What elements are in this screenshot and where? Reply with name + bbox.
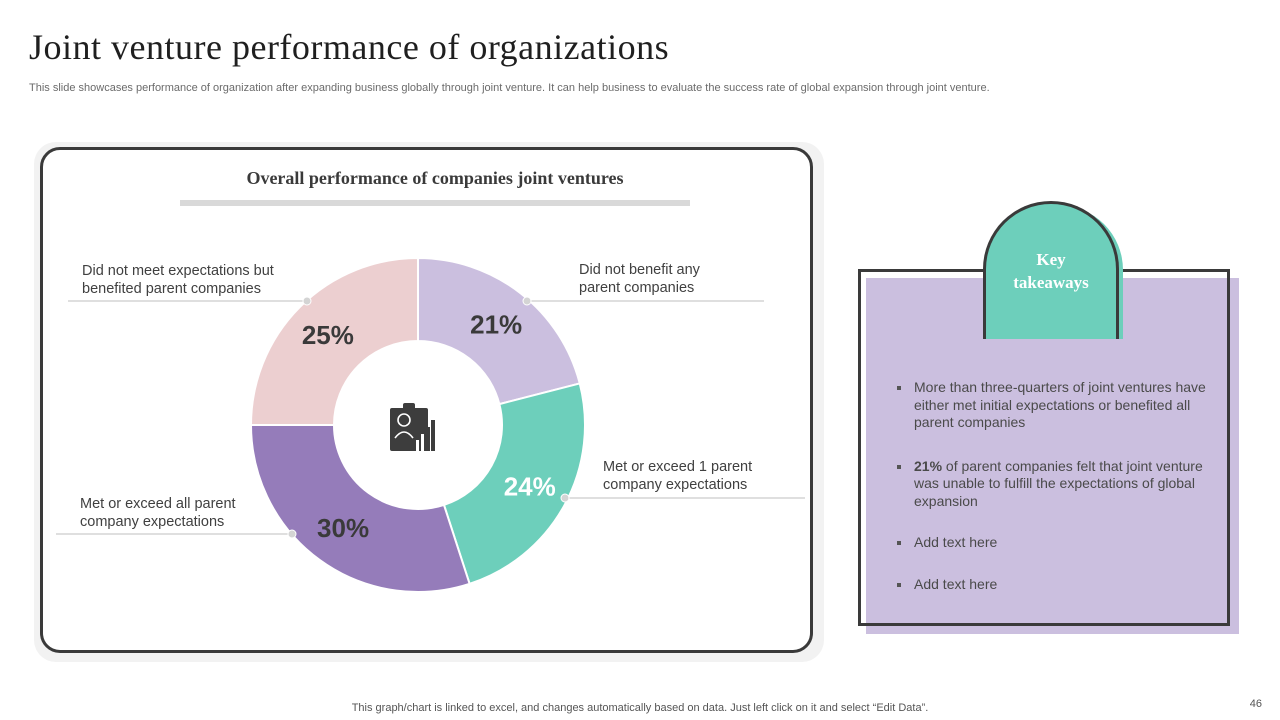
callout-did-not-meet: Did not meet expectations but benefited … <box>82 262 274 298</box>
slice-value-label: 24% <box>504 471 556 501</box>
takeaway-item: 21% of parent companies felt that joint … <box>894 458 1214 511</box>
takeaways-heading: Key takeaways <box>983 248 1119 294</box>
takeaways-heading-line: takeaways <box>1013 273 1089 292</box>
callout-text: Met or exceed all parent <box>80 496 236 512</box>
leader-dot-top-right <box>522 296 532 306</box>
footer-note: This graph/chart is linked to excel, and… <box>351 702 929 714</box>
chart-title-underline <box>180 200 690 206</box>
donut-slice[interactable] <box>442 382 586 586</box>
takeaway-text: Add text here <box>914 575 998 592</box>
leader-dot-right <box>560 493 570 503</box>
slide-title: Joint venture performance of organizatio… <box>29 27 670 67</box>
callout-text: Did not benefit any <box>579 262 700 278</box>
chart-title: Overall performance of companies joint v… <box>246 168 624 188</box>
takeaway-text: of parent companies felt that joint vent… <box>914 457 1203 509</box>
callout-text: benefited parent companies <box>82 281 261 297</box>
takeaway-text: Add text here <box>914 534 998 550</box>
slice-value-label: 25% <box>302 320 354 350</box>
takeaway-item: Add text here <box>894 534 1214 552</box>
callout-did-not-benefit: Did not benefit any parent companies <box>579 261 700 297</box>
leader-dot-top-left <box>302 296 312 306</box>
donut-slice[interactable] <box>249 424 471 593</box>
donut-slice[interactable] <box>417 256 581 406</box>
clipboard-chart-icon <box>390 403 435 451</box>
takeaways-arch <box>983 201 1119 339</box>
callout-text: company expectations <box>80 514 225 530</box>
takeaway-text: More than three-quarters of joint ventur… <box>914 379 1206 430</box>
slice-value-label: 21% <box>470 309 522 339</box>
takeaway-item: Add text here <box>894 576 1214 594</box>
donut-slice[interactable] <box>249 256 419 426</box>
callout-text: company expectations <box>603 477 748 493</box>
takeaways-list: More than three-quarters of joint ventur… <box>894 379 1214 593</box>
slice-value-label: 30% <box>317 513 369 543</box>
callout-text: parent companies <box>579 280 695 296</box>
takeaway-bold: 21% <box>914 457 943 474</box>
callout-met-one-parent: Met or exceed 1 parent company expectati… <box>603 458 752 494</box>
callout-text: Met or exceed 1 parent <box>603 459 753 475</box>
callout-met-all-parent: Met or exceed all parent company expecta… <box>80 495 236 531</box>
page-number: 46 <box>1249 698 1262 710</box>
leader-dot-left <box>287 529 297 539</box>
slide-subtitle: This slide showcases performance of orga… <box>29 82 990 94</box>
takeaways-heading-line: Key <box>1036 250 1066 269</box>
takeaway-item: More than three-quarters of joint ventur… <box>894 379 1214 432</box>
callout-text: Did not meet expectations but <box>82 263 274 279</box>
